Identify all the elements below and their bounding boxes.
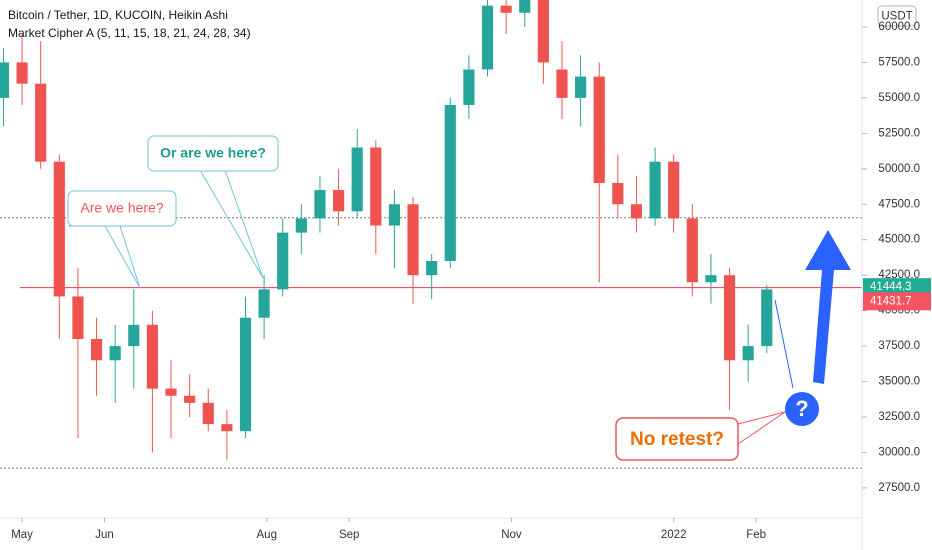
candle-body	[221, 424, 233, 432]
candle-body	[500, 5, 512, 13]
candle-body	[351, 147, 363, 212]
indicator-label: Market Cipher A (5, 11, 15, 18, 21, 24, …	[8, 26, 251, 40]
candle-body	[258, 289, 270, 318]
candle-body	[481, 5, 494, 70]
price-label-box	[863, 292, 931, 311]
y-tick-label: 37500.0	[878, 340, 920, 352]
projection-line	[774, 299, 794, 389]
annotation: Are we here?	[80, 200, 163, 216]
candle-body	[519, 0, 531, 13]
candle-body	[630, 204, 643, 219]
y-tick-label: 55000.0	[878, 92, 920, 104]
chart-title: Bitcoin / Tether, 1D, KUCOIN, Heikin Ash…	[8, 8, 228, 22]
candle-body	[426, 260, 438, 276]
candle-body	[705, 275, 717, 283]
y-tick-label: 50000.0	[878, 163, 920, 175]
candle-body	[72, 296, 84, 339]
candle-body	[128, 324, 140, 347]
candle-body	[593, 76, 605, 183]
currency-label[interactable]: USDT	[881, 11, 912, 23]
candle-body	[109, 346, 121, 361]
candle-body	[686, 218, 698, 283]
callout-box	[615, 417, 739, 461]
x-tick-label: Aug	[257, 529, 277, 541]
candle-body	[668, 161, 680, 219]
y-tick-label: 27500.0	[878, 482, 920, 494]
candle-body	[16, 62, 28, 84]
price-label: 41431.7	[870, 295, 912, 307]
annotation: No retest?	[630, 429, 724, 450]
candle-body	[295, 218, 307, 233]
candle-body	[723, 275, 736, 361]
x-tick-label: Feb	[746, 529, 766, 541]
candle-body	[407, 204, 419, 276]
x-tick-label: Nov	[501, 529, 522, 541]
annotation: ?	[795, 396, 808, 421]
candle-body	[314, 190, 326, 219]
x-tick-label: Jun	[95, 529, 114, 541]
price-label: 41444.3	[870, 281, 912, 293]
candle-body	[575, 76, 587, 98]
candle-body	[761, 289, 773, 347]
x-tick-label: Sep	[339, 529, 359, 541]
y-tick-label: 32500.0	[878, 411, 920, 423]
currency-box[interactable]	[877, 5, 917, 27]
price-label-box	[863, 278, 931, 297]
candle-body	[444, 104, 456, 261]
candle-body	[332, 190, 345, 212]
candle-body	[239, 317, 252, 432]
candle-body	[53, 161, 65, 297]
candle-body	[388, 204, 401, 226]
annotation: Or are we here?	[160, 145, 266, 161]
candle-body	[202, 402, 214, 425]
x-tick-label: 2022	[661, 529, 687, 541]
y-tick-label: 35000.0	[878, 376, 920, 388]
y-tick-label: 52500.0	[878, 127, 920, 139]
y-tick-label: 45000.0	[878, 234, 920, 246]
candle-body	[184, 395, 196, 403]
candle-body	[556, 69, 568, 98]
candle-body	[0, 62, 10, 98]
candle-body	[165, 388, 177, 396]
y-tick-label: 30000.0	[878, 447, 920, 459]
up-arrow	[805, 230, 851, 384]
candle-body	[537, 0, 549, 63]
callout-pointer	[737, 411, 786, 445]
candle-body	[463, 69, 475, 105]
question-icon	[785, 392, 819, 426]
y-tick-label: 47500.0	[878, 198, 920, 210]
y-tick-label: 57500.0	[878, 56, 920, 68]
candle-body	[742, 346, 754, 361]
candle-body	[370, 147, 382, 226]
candle-body	[277, 232, 289, 290]
candle-body	[35, 83, 47, 162]
candle-body	[146, 324, 158, 389]
y-tick-label: 60000.0	[878, 21, 920, 33]
candle-body	[612, 182, 624, 205]
plot-area	[0, 0, 862, 469]
callout-box	[67, 190, 177, 227]
candle-body	[649, 161, 661, 219]
x-tick-label: May	[11, 529, 33, 541]
callout-box	[147, 135, 279, 172]
candle-body	[90, 338, 103, 361]
